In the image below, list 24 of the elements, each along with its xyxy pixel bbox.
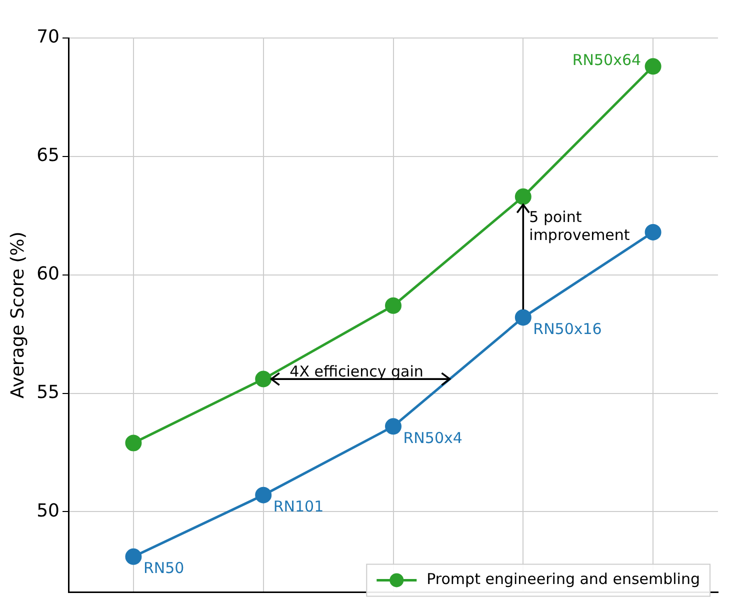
- data-label: RN50: [143, 559, 184, 578]
- y-tick-label: 65: [36, 145, 60, 166]
- point: [255, 486, 272, 504]
- y-tick-label: 60: [36, 264, 60, 285]
- point: [385, 418, 402, 435]
- data-label: RN50x4: [403, 428, 462, 447]
- annotation: 4X efficiency gain: [290, 362, 424, 380]
- point: [514, 309, 532, 326]
- annotation: 5 point improvement: [529, 208, 630, 244]
- data-label: RN101: [273, 497, 324, 516]
- point: [255, 370, 272, 388]
- point: [644, 58, 662, 75]
- y-tick-label: 50: [36, 500, 60, 522]
- point: [125, 434, 142, 452]
- point: [125, 548, 142, 565]
- y-tick-label: 55: [36, 382, 60, 403]
- point: [385, 297, 402, 314]
- y-tick-label: 70: [36, 26, 60, 48]
- y-axis-title: Average Score (%): [7, 232, 28, 399]
- data-label: RN50x64: [572, 50, 642, 69]
- point: [644, 224, 662, 240]
- data-label: RN50x16: [533, 320, 602, 338]
- point: [514, 188, 532, 205]
- legend-label: Prompt engineering and ensembling: [426, 570, 700, 588]
